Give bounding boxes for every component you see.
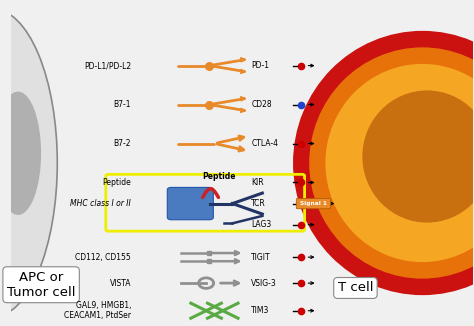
FancyBboxPatch shape <box>167 187 213 220</box>
Text: Peptide: Peptide <box>202 172 236 181</box>
Text: Peptide: Peptide <box>102 178 131 187</box>
Text: APC or
Tumor cell: APC or Tumor cell <box>7 271 75 299</box>
Text: VISTA: VISTA <box>110 279 131 288</box>
Ellipse shape <box>325 64 474 262</box>
Ellipse shape <box>309 47 474 279</box>
Text: CTLA-4: CTLA-4 <box>251 139 278 148</box>
Ellipse shape <box>293 31 474 295</box>
Text: B7-1: B7-1 <box>114 100 131 109</box>
Text: GAL9, HMGB1,
CEACAM1, PtdSer: GAL9, HMGB1, CEACAM1, PtdSer <box>64 301 131 320</box>
Text: TIM3: TIM3 <box>251 306 270 315</box>
Text: B7-2: B7-2 <box>114 139 131 148</box>
Text: PD-L1/PD-L2: PD-L1/PD-L2 <box>84 61 131 70</box>
Text: T cell: T cell <box>337 281 373 294</box>
Text: CD28: CD28 <box>251 100 272 109</box>
Text: TCR: TCR <box>251 199 266 208</box>
FancyBboxPatch shape <box>296 199 330 209</box>
Text: Signal 1: Signal 1 <box>300 201 327 206</box>
Text: TIGIT: TIGIT <box>251 253 271 262</box>
Ellipse shape <box>362 90 474 223</box>
Text: PD-1: PD-1 <box>251 61 269 70</box>
Text: CD112, CD155: CD112, CD155 <box>75 253 131 262</box>
Text: VSIG-3: VSIG-3 <box>251 279 277 288</box>
Text: LAG3: LAG3 <box>251 220 272 229</box>
Text: KIR: KIR <box>251 178 264 187</box>
Ellipse shape <box>0 92 41 215</box>
Text: MHC class I or II: MHC class I or II <box>71 199 131 208</box>
Ellipse shape <box>0 9 57 317</box>
